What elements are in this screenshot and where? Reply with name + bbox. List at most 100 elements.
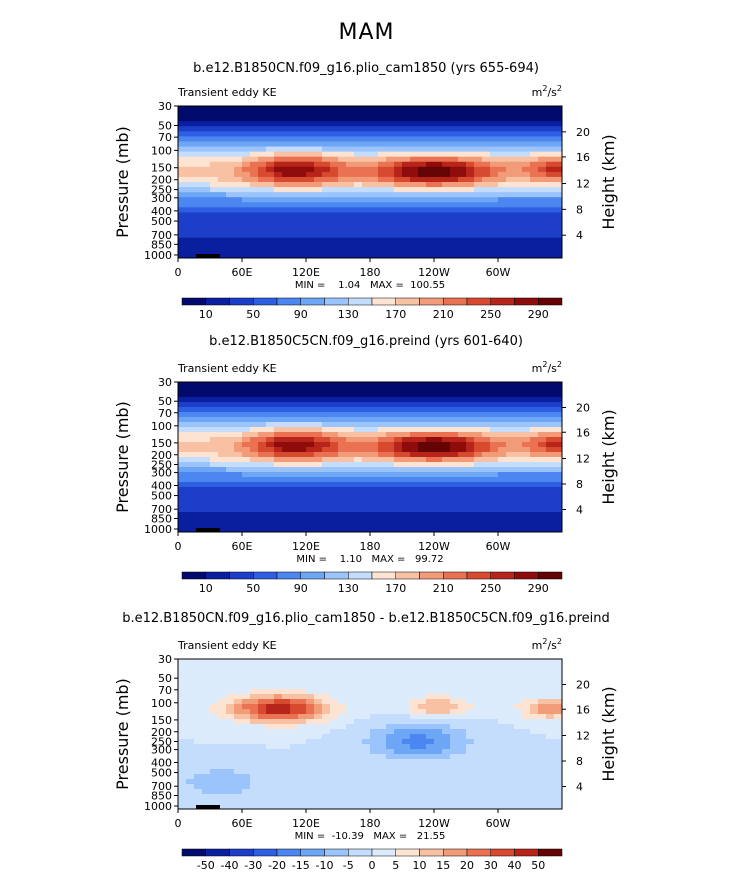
heat-cell <box>282 669 291 675</box>
height-tick-label: 4 <box>576 504 583 517</box>
heat-cell <box>258 197 267 203</box>
heat-cell <box>258 232 267 239</box>
heat-cell <box>394 197 403 203</box>
heat-cell <box>410 222 419 228</box>
heat-cell <box>514 462 523 468</box>
heat-cell <box>242 217 251 223</box>
heat-cell <box>346 126 355 132</box>
variable-label: Transient eddy KE <box>177 362 277 375</box>
heat-cell <box>194 502 203 508</box>
heat-cell <box>402 116 411 122</box>
heat-cell <box>546 714 555 720</box>
heat-cell <box>362 664 371 670</box>
heat-cell <box>226 472 235 478</box>
heat-cell <box>426 759 435 765</box>
heat-cell <box>450 759 459 765</box>
heat-cell <box>210 764 219 770</box>
heat-cell <box>266 212 275 218</box>
heat-cell <box>298 774 307 780</box>
heat-cell <box>290 171 299 178</box>
heat-cell <box>298 166 307 173</box>
heat-cell <box>506 804 515 810</box>
heat-cell <box>418 176 427 183</box>
colorbar-label: 90 <box>294 582 308 595</box>
heat-cell <box>242 457 251 463</box>
heat-cell <box>330 402 339 408</box>
heat-cell <box>178 512 187 518</box>
heat-cell <box>530 724 539 730</box>
heat-cell <box>546 146 555 152</box>
heat-cell <box>466 482 475 488</box>
heat-cell <box>338 207 347 213</box>
heat-cell <box>218 202 227 208</box>
heat-cell <box>482 106 491 112</box>
heat-cell <box>514 182 523 188</box>
heat-cell <box>554 714 563 720</box>
heat-cell <box>338 171 347 178</box>
heat-cell <box>330 764 339 770</box>
heat-cell <box>194 432 203 438</box>
heat-cell <box>458 232 467 239</box>
heat-cell <box>394 517 403 523</box>
heat-cell <box>258 694 267 700</box>
heat-cell <box>234 197 243 203</box>
heat-cell <box>266 789 275 795</box>
heat-cell <box>266 146 275 152</box>
heat-cell <box>274 161 283 168</box>
heat-cell <box>402 151 411 158</box>
heat-cell <box>538 392 547 398</box>
heat-cell <box>450 517 459 523</box>
heat-cell <box>210 202 219 208</box>
heat-cell <box>322 794 331 800</box>
heat-cell <box>418 754 427 760</box>
heat-cell <box>290 507 299 513</box>
heat-cell <box>482 477 491 483</box>
heat-cell <box>426 719 435 725</box>
heat-cell <box>218 207 227 213</box>
heat-cell <box>522 106 531 112</box>
heat-cell <box>386 482 395 488</box>
heat-cell <box>226 774 235 780</box>
heat-cell <box>434 739 443 745</box>
heat-cell <box>522 392 531 398</box>
heat-cell <box>330 397 339 403</box>
heat-cell <box>394 462 403 468</box>
heat-cell <box>378 709 387 715</box>
heat-cell <box>450 522 459 528</box>
heat-cell <box>530 182 539 188</box>
heat-cell <box>386 452 395 458</box>
heat-cell <box>490 452 499 458</box>
heat-cell <box>178 527 187 533</box>
heat-cell <box>370 759 379 765</box>
heat-cell <box>338 487 347 493</box>
heat-cell <box>330 247 339 254</box>
heat-cell <box>218 497 227 503</box>
heat-cell <box>338 779 347 785</box>
colorbar-swatch <box>443 848 468 857</box>
heat-cell <box>378 116 387 122</box>
heat-cell <box>418 659 427 665</box>
heat-cell <box>250 744 259 750</box>
pressure-tick-label: 150 <box>151 162 172 175</box>
heat-cell <box>210 156 219 163</box>
heat-cell <box>426 799 435 805</box>
heat-cell <box>210 794 219 800</box>
heat-cell <box>442 709 451 715</box>
heat-cell <box>506 106 515 112</box>
heat-cell <box>282 166 291 173</box>
heat-cell <box>354 522 363 528</box>
heat-cell <box>466 709 475 715</box>
heat-cell <box>362 472 371 478</box>
heat-cell <box>266 106 275 112</box>
heat-cell <box>178 207 187 213</box>
heat-cell <box>466 714 475 720</box>
heat-cell <box>250 252 259 259</box>
heat-cell <box>306 709 315 715</box>
heat-cell <box>466 252 475 259</box>
heat-cell <box>210 502 219 508</box>
heat-cell <box>234 462 243 468</box>
heat-cell <box>426 497 435 503</box>
heat-cell <box>506 166 515 173</box>
heat-cell <box>322 126 331 132</box>
